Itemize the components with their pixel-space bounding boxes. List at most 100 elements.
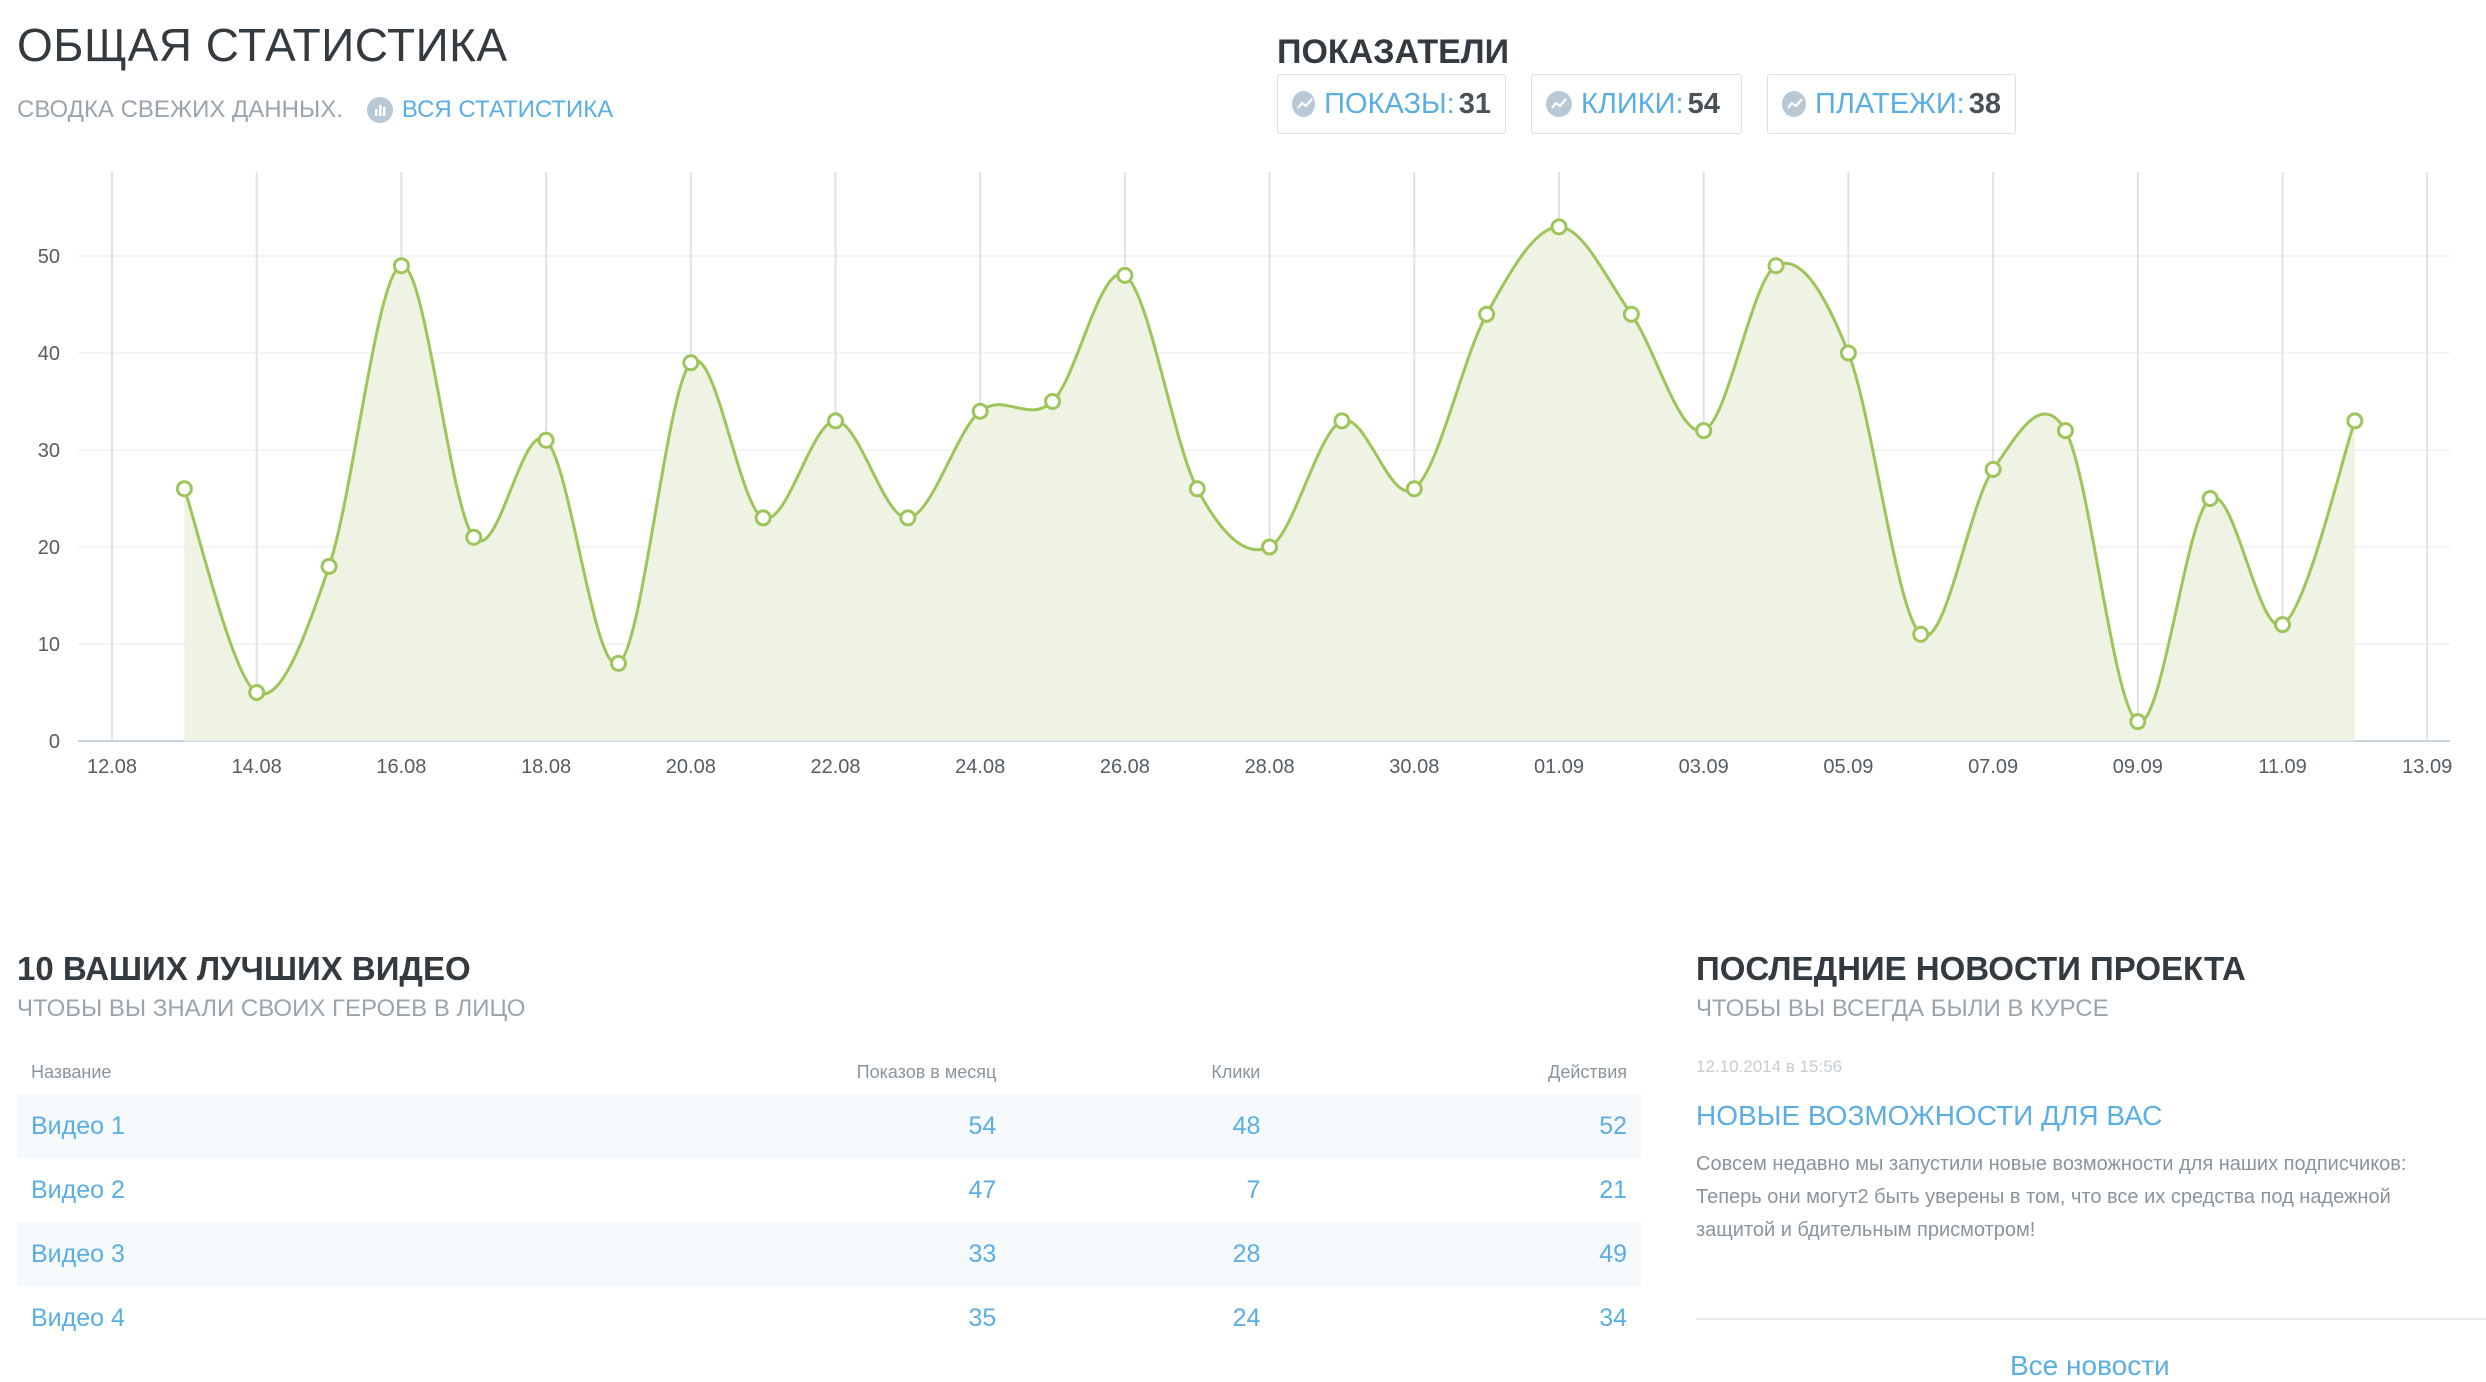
metric-value: 54 xyxy=(1687,87,1720,120)
y-tick-label: 20 xyxy=(38,537,60,559)
x-tick-label: 09.09 xyxy=(2113,756,2163,778)
data-point xyxy=(248,684,266,701)
data-point xyxy=(1188,480,1206,498)
news-body: Совсем недавно мы запустили новые возмож… xyxy=(1696,1153,2407,1241)
x-tick-label: 01.09 xyxy=(1534,756,1584,778)
videos-table: Название Показов в месяц Клики Действия … xyxy=(17,1050,1641,1350)
videos-title: 10 ВАШИХ ЛУЧШИХ ВИДЕО xyxy=(17,950,471,987)
x-tick-label: 14.08 xyxy=(232,756,282,778)
news-date: 12.10.2014 в 15:56 xyxy=(1696,1057,1843,1076)
news-divider xyxy=(1696,1318,2486,1320)
x-tick-label: 03.09 xyxy=(1679,756,1729,778)
data-point xyxy=(899,509,917,527)
videos-subtitle: ЧТОБЫ ВЫ ЗНАЛИ СВОИХ ГЕРОЕВ В ЛИЦО xyxy=(17,995,526,1022)
data-point xyxy=(175,480,193,498)
metric-value: 31 xyxy=(1458,87,1491,120)
chart-tick-labels: 0 10 20 30 40 50 12.08 14.08 16.08 18.08 20.08 22.0… xyxy=(38,246,2452,778)
video-clicks: 7 xyxy=(1246,1175,1261,1204)
video-name-link[interactable]: Видео 3 xyxy=(17,1222,436,1286)
metric-label: ПЛАТЕЖИ: xyxy=(1815,87,1965,120)
table-row[interactable]: Видео 2 47 7 21 xyxy=(17,1158,1641,1222)
y-tick-label: 50 xyxy=(38,246,60,268)
metrics-title: ПОКАЗАТЕЛИ xyxy=(1277,33,1510,71)
data-point xyxy=(827,412,844,430)
video-views: 47 xyxy=(968,1175,997,1204)
bar-chart-icon xyxy=(366,97,393,123)
data-point xyxy=(2129,713,2147,731)
x-tick-label: 18.08 xyxy=(521,756,571,778)
data-point xyxy=(1695,422,1713,440)
metric-label: КЛИКИ: xyxy=(1581,87,1684,120)
data-point xyxy=(2056,422,2074,440)
video-views: 54 xyxy=(435,1094,1011,1158)
table-row[interactable]: Видео 4 35 24 34 xyxy=(17,1286,1641,1350)
video-clicks: 28 xyxy=(1010,1222,1275,1286)
data-point xyxy=(1333,412,1351,430)
data-point xyxy=(1405,480,1423,498)
data-point xyxy=(971,402,989,420)
video-name-link[interactable]: Видео 1 xyxy=(17,1094,436,1158)
data-point xyxy=(392,257,410,275)
data-point xyxy=(2346,412,2364,430)
table-header: Название Показов в месяц Клики Действия xyxy=(17,1050,1641,1094)
video-actions: 52 xyxy=(1274,1094,1641,1158)
trend-icon xyxy=(1292,91,1316,117)
metric-payments[interactable]: ПЛАТЕЖИ: 38 xyxy=(1767,74,2016,134)
data-point xyxy=(1622,305,1640,323)
x-tick-label: 05.09 xyxy=(1823,756,1873,778)
all-stats-label: ВСЯ СТАТИСТИКА xyxy=(401,96,614,123)
chart-points xyxy=(175,218,2364,731)
col-header-views: Показов в месяц xyxy=(856,1061,997,1082)
col-header-actions: Действия xyxy=(1548,1061,1627,1082)
data-point xyxy=(1044,393,1062,410)
y-tick-label: 10 xyxy=(38,634,60,656)
data-point xyxy=(1550,218,1568,236)
video-name-link[interactable]: Видео 2 xyxy=(31,1175,125,1204)
x-tick-label: 30.08 xyxy=(1389,756,1439,778)
y-tick-label: 0 xyxy=(49,731,60,753)
data-point xyxy=(320,557,338,575)
data-point xyxy=(1116,266,1134,284)
video-clicks: 48 xyxy=(1010,1094,1275,1158)
data-point xyxy=(1478,305,1496,323)
x-tick-label: 22.08 xyxy=(810,756,860,778)
trend-icon xyxy=(1782,91,1807,117)
data-point xyxy=(754,509,772,527)
x-tick-label: 26.08 xyxy=(1100,756,1150,778)
page-title: ОБЩАЯ СТАТИСТИКА xyxy=(17,19,508,71)
metric-clicks[interactable]: КЛИКИ: 54 xyxy=(1531,74,1742,134)
x-tick-label: 20.08 xyxy=(666,756,716,778)
news-subtitle: ЧТОБЫ ВЫ ВСЕГДА БЫЛИ В КУРСЕ xyxy=(1696,995,2109,1022)
news-headline-link[interactable]: НОВЫЕ ВОЗМОЖНОСТИ ДЛЯ ВАС xyxy=(1696,1100,2163,1131)
video-actions: 34 xyxy=(1599,1303,1627,1332)
data-point xyxy=(1261,538,1279,556)
metric-views[interactable]: ПОКАЗЫ: 31 xyxy=(1277,74,1506,134)
video-actions: 21 xyxy=(1599,1175,1627,1204)
x-tick-label: 13.09 xyxy=(2402,756,2452,778)
all-stats-link[interactable]: ВСЯ СТАТИСТИКА xyxy=(366,96,614,124)
table-row[interactable]: Видео 1 54 48 52 xyxy=(17,1094,1641,1158)
col-header-name: Название xyxy=(31,1061,112,1082)
all-news-link[interactable]: Все новости xyxy=(2010,1350,2170,1381)
video-views: 35 xyxy=(968,1303,997,1332)
x-tick-label: 24.08 xyxy=(955,756,1005,778)
x-tick-label: 12.08 xyxy=(87,756,137,778)
y-tick-label: 40 xyxy=(38,343,60,365)
statistics-chart: 0 10 20 30 40 50 12.08 14.08 16.08 18.08 20.08 22.0… xyxy=(38,172,2452,778)
video-clicks: 24 xyxy=(1232,1303,1261,1332)
table-row[interactable]: Видео 3 33 28 49 xyxy=(17,1222,1641,1286)
data-point xyxy=(682,354,700,372)
metric-label: ПОКАЗЫ: xyxy=(1324,87,1455,120)
data-point xyxy=(465,528,483,546)
metric-value: 38 xyxy=(1968,87,2001,120)
news-title: ПОСЛЕДНИЕ НОВОСТИ ПРОЕКТА xyxy=(1696,950,2246,987)
video-actions: 49 xyxy=(1274,1222,1641,1286)
y-tick-label: 30 xyxy=(38,440,60,462)
chart-line xyxy=(182,225,2357,724)
data-point xyxy=(1839,344,1857,362)
page-subtitle-text: СВОДКА СВЕЖИХ ДАННЫХ. xyxy=(17,96,343,123)
video-name-link[interactable]: Видео 4 xyxy=(31,1303,125,1332)
data-point xyxy=(609,654,627,672)
chart-area xyxy=(184,226,2355,742)
data-point xyxy=(2274,616,2291,634)
